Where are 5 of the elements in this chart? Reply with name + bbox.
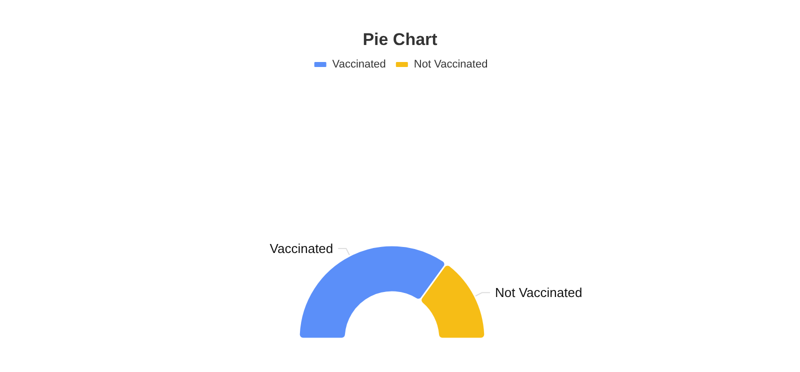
slice-label: Vaccinated <box>270 241 334 256</box>
legend-label: Vaccinated <box>332 58 386 70</box>
chart-title: Pie Chart <box>362 30 438 49</box>
legend-label: Not Vaccinated <box>414 58 488 70</box>
slice-label: Not Vaccinated <box>494 285 582 300</box>
